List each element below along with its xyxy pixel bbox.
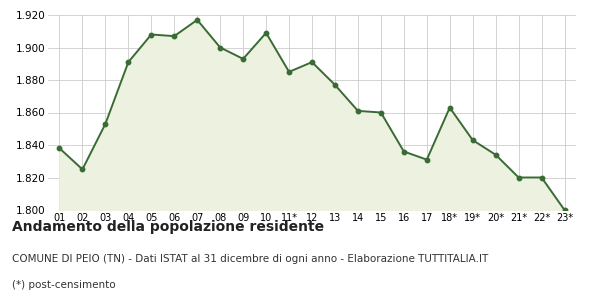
Text: Andamento della popolazione residente: Andamento della popolazione residente [12, 220, 324, 235]
Text: COMUNE DI PEIO (TN) - Dati ISTAT al 31 dicembre di ogni anno - Elaborazione TUTT: COMUNE DI PEIO (TN) - Dati ISTAT al 31 d… [12, 254, 488, 263]
Text: (*) post-censimento: (*) post-censimento [12, 280, 116, 290]
